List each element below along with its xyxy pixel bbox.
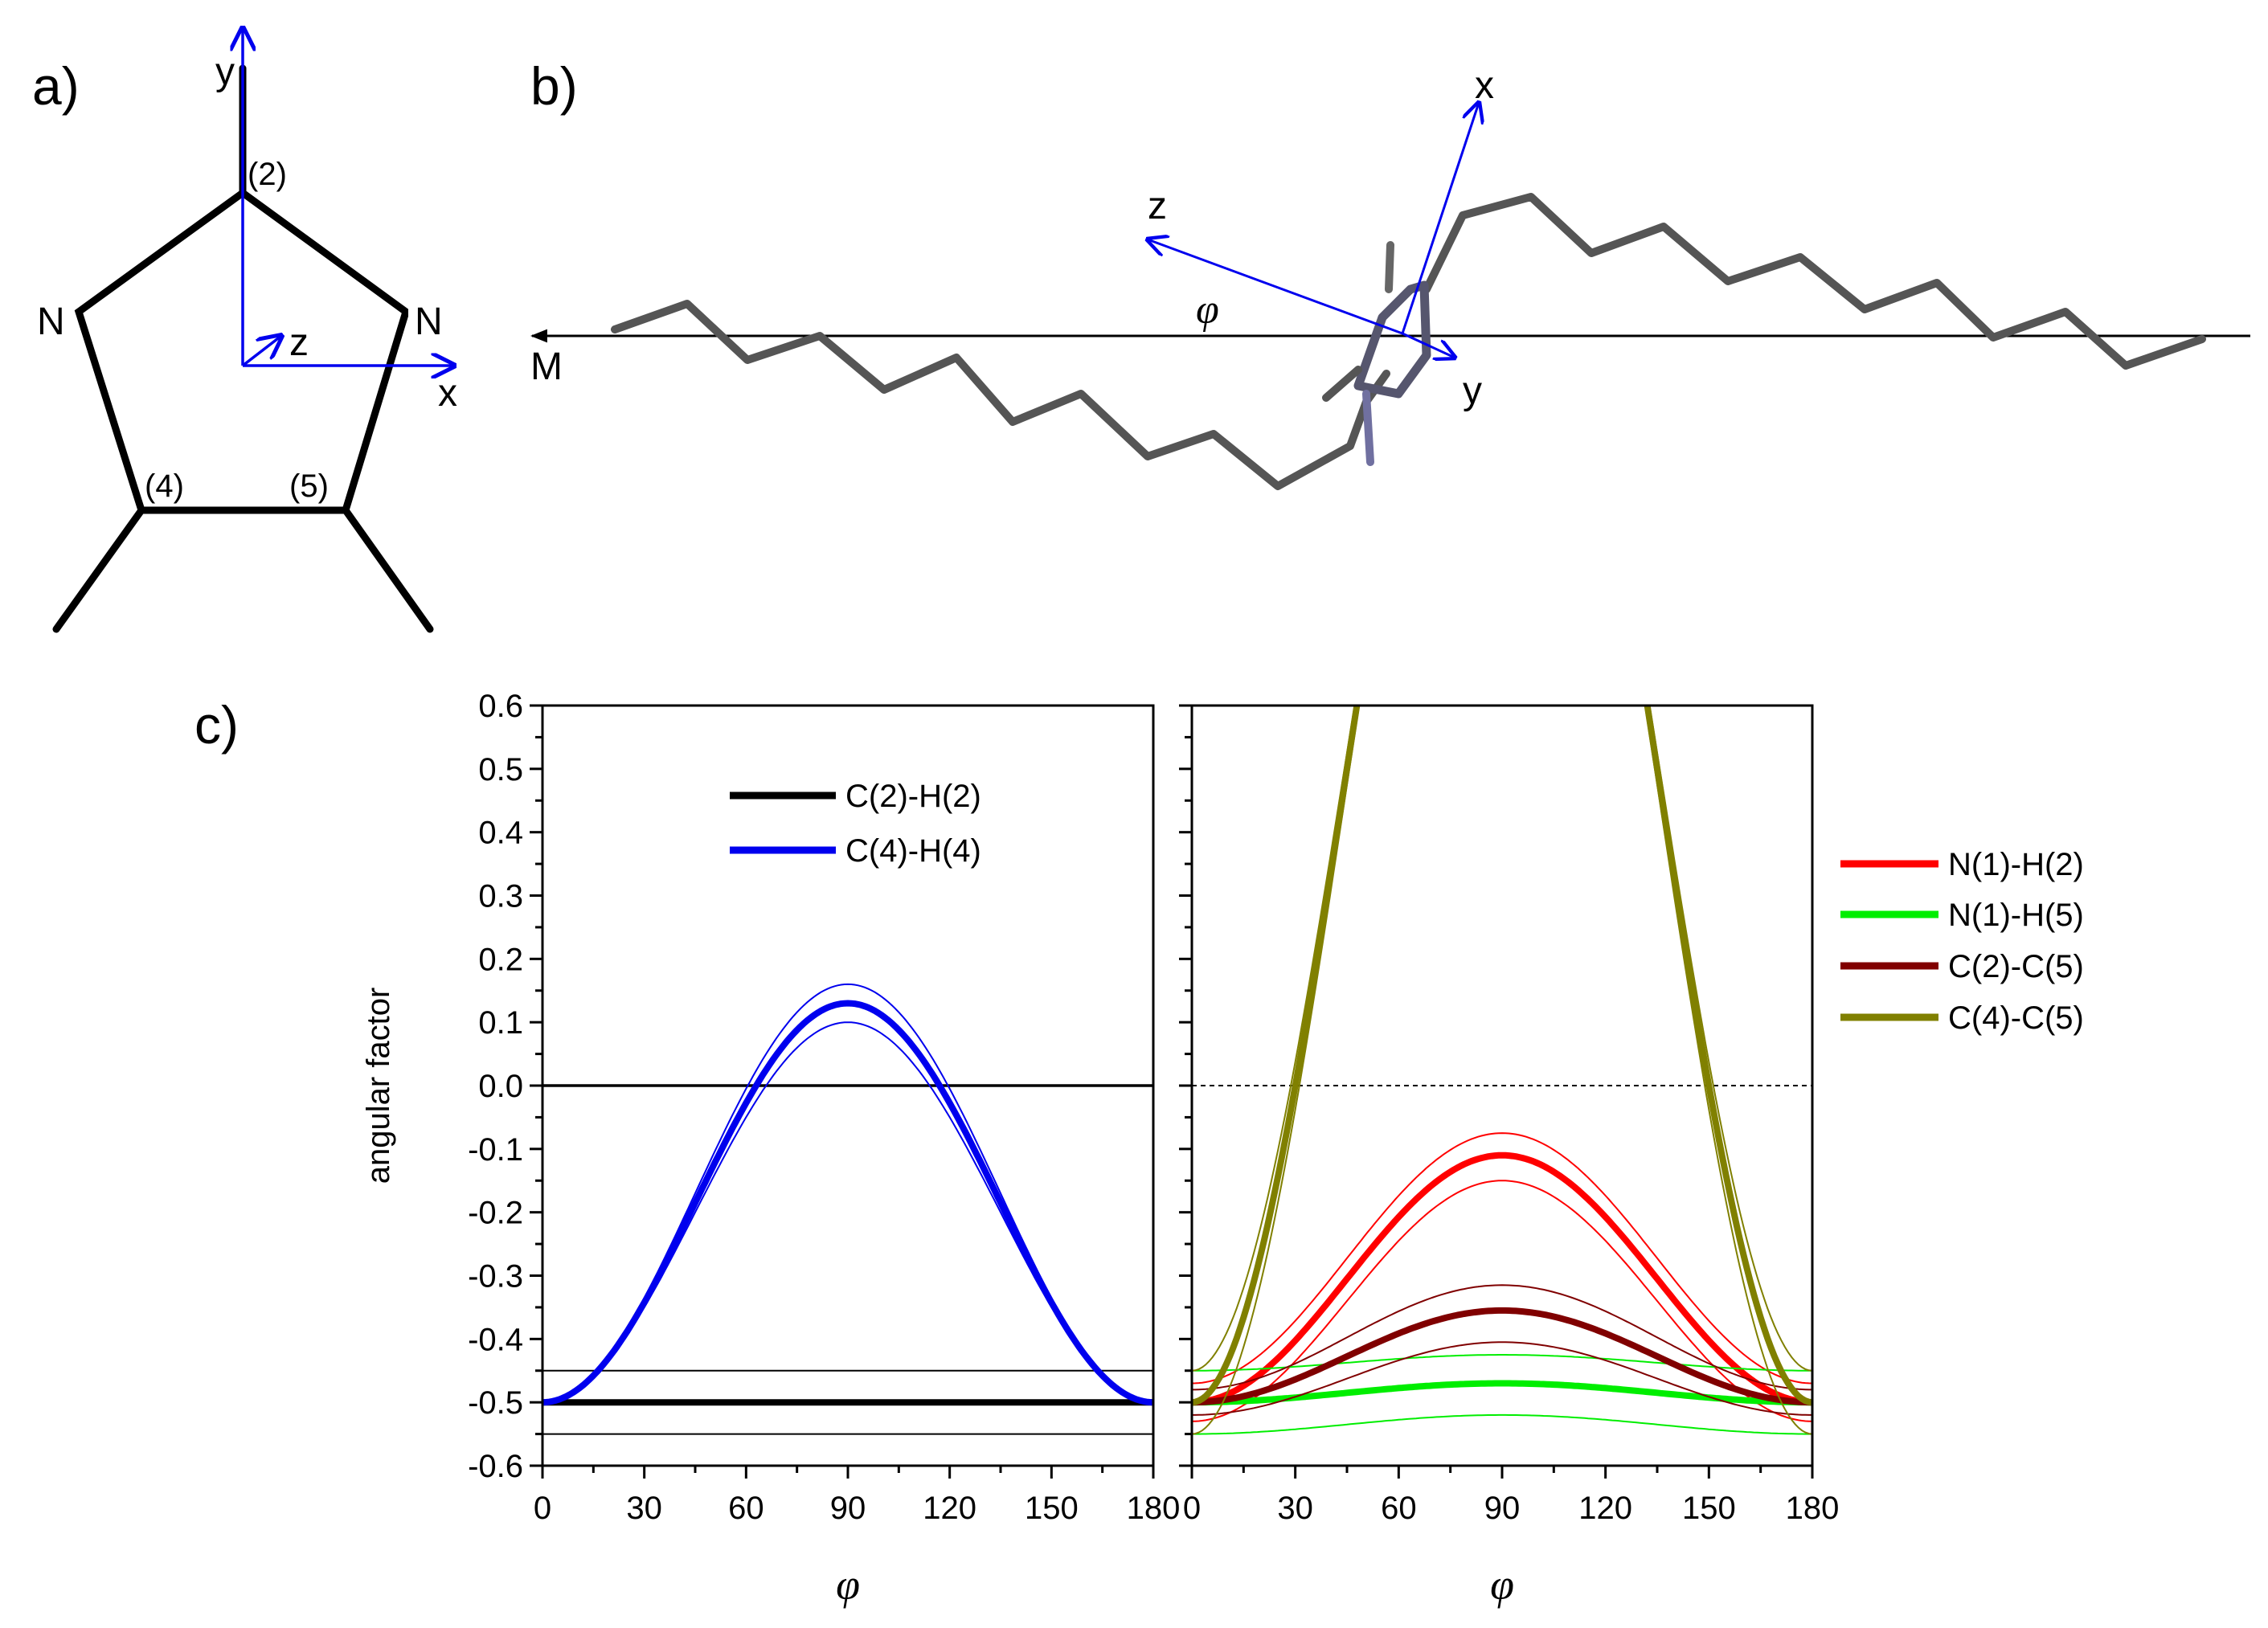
chart-right-series-c-4-c-5-band-lower	[1192, 706, 1812, 1435]
panel-b-y-axis-label: y	[1463, 370, 1482, 412]
chart-left-ytick-label: 0.5	[478, 752, 523, 787]
atom-label-c4: (4)	[145, 468, 184, 504]
chart-right-series-n-1-h-2-band-upper	[1192, 1132, 1812, 1385]
panel-a-axes	[243, 28, 454, 366]
legend-label-c2-h2: C(2)-H(2)	[845, 779, 981, 814]
atom-label-n-left: N	[37, 301, 65, 343]
chart-left-xtick-label: 120	[923, 1491, 976, 1526]
panel-a-label: a)	[32, 56, 80, 116]
chart-left-ytick-label: -0.3	[468, 1259, 523, 1295]
panel-a-x-axis-label: x	[438, 372, 457, 415]
chart-left-series-c-4-h-4-band-upper	[542, 983, 1153, 1404]
panel-b-x-axis-label: x	[1475, 64, 1494, 107]
chart-right: 0 30 60 90 120 150 180 φ N(1)-H(2) N(1)-H(5) C…	[1179, 704, 2084, 1609]
chart-right-xtick-label: 60	[1381, 1491, 1417, 1526]
legend-label-c4-h4: C(4)-H(4)	[845, 833, 981, 869]
chart-right-legend: N(1)-H(2) N(1)-H(5) C(2)-C(5) C(4)-C(5)	[1840, 847, 2084, 1036]
legend-label-c2-c5: C(2)-C(5)	[1948, 949, 2084, 984]
panel-b-phi-label: φ	[1196, 287, 1219, 333]
chart-right-series-c-4-c-5-line	[1192, 706, 1812, 1406]
chart-left-lines	[542, 983, 1153, 1435]
panel-b-axes	[1148, 103, 1479, 358]
panel-b-z-axis-label: z	[1148, 185, 1167, 227]
chart-left-ticks: -0.6 -0.5 -0.4 -0.3 -0.2 -0.1 0.0 0.1 0.2 0.3 0.4 0…	[468, 689, 1180, 1526]
legend-label-n1-h2: N(1)-H(2)	[1948, 847, 2084, 882]
chart-left-ytick-label: 0.6	[478, 689, 523, 724]
chart-left-ytick-label: 0.1	[478, 1005, 523, 1041]
panel-b: b) M x z y φ	[530, 56, 2250, 490]
chart-left-xtick-label: 0	[534, 1491, 551, 1526]
chart-right-xtick-label: 180	[1786, 1491, 1840, 1526]
panel-a-y-axis-label: y	[215, 51, 235, 93]
chart-left-xtick-label: 180	[1127, 1491, 1181, 1526]
chart-left-ytick-label: -0.6	[468, 1449, 523, 1484]
legend-label-n1-h5: N(1)-H(5)	[1948, 898, 2084, 933]
chart-left-ytick-label: -0.5	[468, 1385, 523, 1421]
chart-right-series-n-1-h-2-line	[1192, 1151, 1812, 1406]
legend-label-c4-c5: C(4)-C(5)	[1948, 1000, 2084, 1036]
chart-left-ytick-label: 0.3	[478, 879, 523, 914]
chart-right-series-n-1-h-5-band-lower	[1192, 1413, 1812, 1435]
chart-left-series-c-4-h-4-band-lower	[542, 1021, 1153, 1404]
chart-left-xtick-label: 90	[830, 1491, 866, 1526]
chart-left-ytick-label: 0.4	[478, 816, 523, 851]
chart-right-xtick-label: 120	[1578, 1491, 1632, 1526]
chart-left-xlabel: φ	[836, 1561, 860, 1609]
imidazole-headgroup	[1322, 241, 1431, 466]
chart-left-ytick-label: -0.2	[468, 1196, 523, 1231]
chart-left-ytick-label: 0.0	[478, 1069, 523, 1104]
lipid-chain	[611, 193, 2206, 490]
atom-label-n-right: N	[415, 301, 443, 343]
chart-left: -0.6 -0.5 -0.4 -0.3 -0.2 -0.1 0.0 0.1 0.2 0.3 0.4 0…	[361, 689, 1180, 1609]
panel-b-label: b)	[530, 56, 578, 116]
panel-c-label: c)	[194, 695, 239, 755]
chart-left-series-c-4-h-4-line	[542, 1000, 1153, 1406]
chart-left-legend: C(2)-H(2) C(4)-H(4)	[730, 779, 981, 869]
chart-right-series-n-1-h-5-band-upper	[1192, 1354, 1812, 1372]
atom-label-c5: (5)	[289, 468, 329, 504]
chart-left-ylabel: angular factor	[361, 988, 396, 1184]
chart-left-ytick-label: -0.4	[468, 1322, 523, 1357]
ring-n-right-bg	[408, 291, 450, 341]
chart-right-series-c-2-c-5-band-upper	[1192, 1284, 1812, 1391]
chart-right-series-c-4-c-5-band-upper	[1192, 706, 1812, 1372]
chart-left-xtick-label: 150	[1025, 1491, 1079, 1526]
chart-right-ticks: 0 30 60 90 120 150 180	[1179, 704, 1840, 1526]
chart-right-xtick-label: 30	[1277, 1491, 1313, 1526]
chart-right-xtick-label: 90	[1484, 1491, 1521, 1526]
chart-left-xtick-label: 60	[728, 1491, 764, 1526]
chart-right-xlabel: φ	[1490, 1561, 1514, 1609]
chart-left-ytick-label: -0.1	[468, 1132, 523, 1168]
chart-right-series-c-2-c-5-band-lower	[1192, 1341, 1812, 1416]
panel-a-z-axis-label: z	[289, 321, 309, 364]
atom-label-c2: (2)	[248, 157, 287, 192]
ring-n-left-bg	[31, 291, 72, 341]
chart-right-series-c-2-c-5-line	[1192, 1307, 1812, 1406]
membrane-normal-label: M	[530, 346, 563, 388]
panel-a: a) y x z N N (2) (4) (5)	[31, 28, 457, 633]
chart-right-xtick-label: 150	[1682, 1491, 1736, 1526]
chart-right-lines	[1192, 706, 1812, 1435]
chart-left-xtick-label: 30	[626, 1491, 662, 1526]
chart-left-ytick-label: 0.2	[478, 942, 523, 977]
chart-right-series-n-1-h-2-band-lower	[1192, 1180, 1812, 1422]
chart-right-xtick-label: 0	[1183, 1491, 1201, 1526]
